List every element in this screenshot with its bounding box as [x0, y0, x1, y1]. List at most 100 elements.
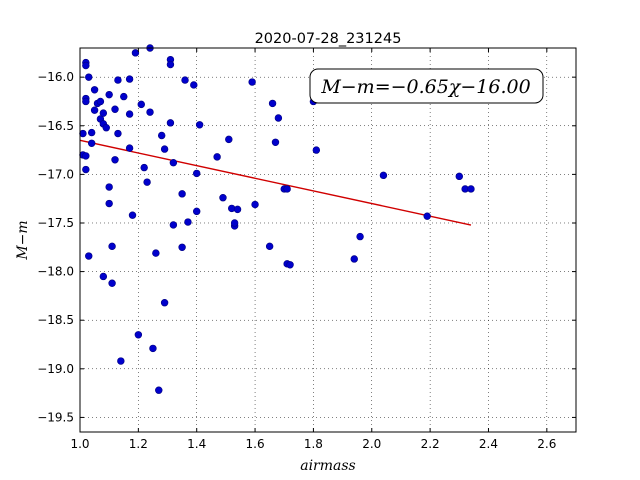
x-tick-label: 1.6 [246, 437, 265, 451]
data-point [155, 386, 163, 394]
data-point [99, 272, 108, 281]
data-point [230, 219, 239, 227]
data-point [114, 129, 122, 138]
data-point [111, 156, 119, 164]
chart-title: 2020-07-28_231245 [255, 31, 402, 47]
data-point [152, 249, 160, 257]
x-tick-label: 2.0 [362, 437, 381, 451]
data-point [219, 194, 227, 202]
y-tick-label: −19.5 [37, 410, 74, 424]
grid-lines [80, 48, 576, 432]
data-point [248, 78, 256, 86]
data-point [114, 76, 122, 84]
data-point [190, 81, 198, 89]
data-point [356, 232, 364, 241]
data-point [143, 178, 151, 186]
data-point [213, 153, 221, 161]
data-point [128, 211, 137, 219]
data-point [166, 60, 175, 69]
data-point [79, 129, 87, 138]
data-point [379, 171, 388, 180]
data-point [166, 119, 175, 127]
data-point [169, 221, 178, 229]
data-point [117, 357, 125, 365]
y-tick-label: −16.5 [37, 119, 74, 133]
data-point [160, 145, 169, 153]
data-point [96, 97, 105, 106]
data-point [193, 207, 201, 216]
data-point [423, 212, 431, 220]
data-point [85, 73, 93, 81]
x-axis-label: airmass [300, 458, 356, 474]
data-point [312, 146, 321, 154]
data-point [82, 61, 90, 70]
data-point [87, 128, 96, 137]
y-tick-label: −18.5 [37, 313, 74, 327]
annotation-box [309, 68, 544, 104]
data-point [125, 110, 134, 118]
plot-frame [79, 47, 577, 433]
data-points [79, 44, 475, 394]
x-tick-label: 2.4 [479, 437, 498, 451]
data-point [160, 299, 169, 307]
data-point [82, 152, 90, 160]
data-point [120, 92, 128, 101]
data-point [90, 106, 99, 114]
data-point [184, 218, 192, 226]
data-point [125, 144, 134, 152]
x-tick-label: 2.2 [421, 437, 440, 451]
data-point [274, 114, 283, 122]
data-point [105, 183, 113, 191]
data-point [286, 261, 294, 269]
x-tick-label: 1.0 [70, 437, 89, 451]
data-point [99, 109, 108, 117]
data-point [140, 163, 148, 172]
data-point [169, 159, 178, 167]
data-point [283, 185, 291, 193]
x-tick-label: 1.8 [304, 437, 323, 451]
data-point [350, 255, 358, 263]
y-axis-label: M−m [15, 220, 31, 260]
data-point [87, 139, 96, 147]
data-point [149, 344, 157, 353]
data-point [85, 252, 93, 260]
y-tick-label: −19.0 [37, 362, 74, 376]
annotation-text: M−m=−0.65χ−16.00 [320, 76, 530, 98]
data-point [146, 108, 154, 116]
data-point [137, 100, 145, 109]
data-point [225, 135, 233, 144]
data-point [467, 185, 475, 193]
plot-background [80, 48, 576, 432]
fit-equation-annotation: M−m=−0.65χ−16.00 [309, 68, 544, 104]
y-tick-label: −16.0 [37, 70, 74, 84]
data-point [195, 121, 204, 129]
data-point [105, 90, 113, 99]
fit-line [79, 139, 472, 226]
x-tick-label: 1.2 [129, 437, 148, 451]
data-point [111, 105, 119, 113]
axis-ticks: 1.0 1.2 1.4 1.6 1.8 2.0 2.2 2.4 2.6 −16.0 −16.5 −17… [37, 48, 576, 451]
data-point [268, 99, 277, 108]
y-tick-label: −18.0 [37, 265, 74, 279]
x-tick-label: 1.4 [187, 437, 206, 451]
data-point [125, 75, 134, 83]
data-point [251, 200, 259, 209]
data-point [134, 331, 143, 339]
data-point [271, 138, 280, 146]
data-point [233, 205, 242, 214]
data-point [90, 86, 99, 94]
data-point [181, 76, 189, 84]
data-point [82, 97, 90, 106]
data-point [455, 172, 463, 181]
data-point [131, 49, 140, 57]
data-point [157, 131, 166, 140]
data-point [178, 243, 186, 251]
data-point [102, 124, 110, 132]
fit-line-group [79, 139, 472, 226]
data-point [105, 199, 113, 208]
data-point [193, 169, 201, 178]
data-point [82, 165, 90, 174]
y-tick-label: −17.5 [37, 216, 74, 230]
y-tick-label: −17.0 [37, 167, 74, 181]
